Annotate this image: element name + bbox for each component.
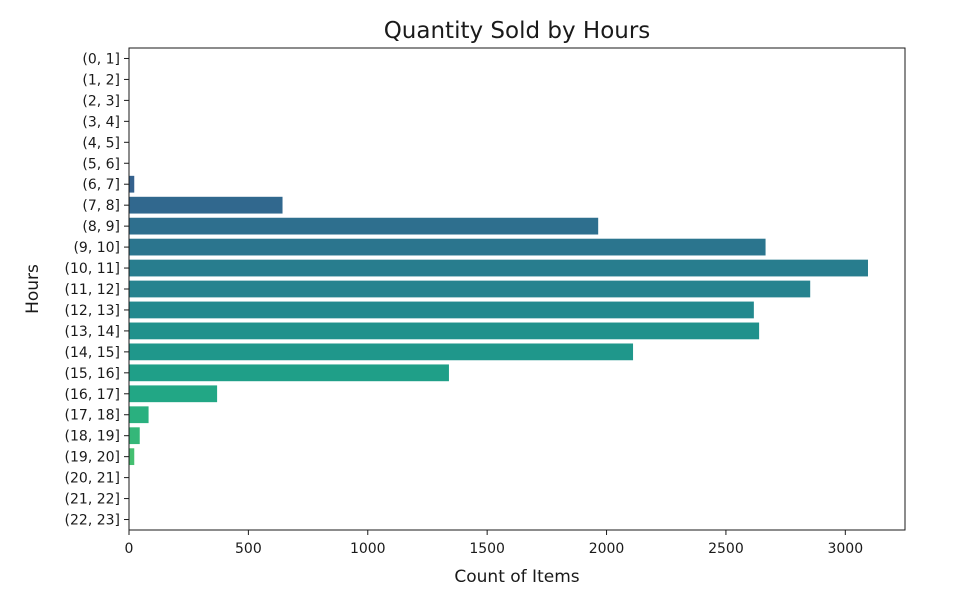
bar xyxy=(129,427,140,445)
bar xyxy=(129,322,760,340)
bar xyxy=(129,301,754,319)
y-tick-label: (2, 3] xyxy=(82,93,120,109)
y-tick-label: (11, 12] xyxy=(65,282,120,298)
y-tick-label: (4, 5] xyxy=(82,135,120,151)
y-tick-label: (0, 1] xyxy=(82,51,120,67)
bar xyxy=(129,280,811,298)
y-tick-label: (15, 16] xyxy=(65,366,120,382)
y-tick-label: (6, 7] xyxy=(82,177,120,193)
y-tick-label: (22, 23] xyxy=(65,513,120,529)
y-tick-label: (9, 10] xyxy=(73,240,120,256)
x-tick-label: 3000 xyxy=(827,541,863,557)
y-tick-label: (20, 21] xyxy=(65,471,120,487)
x-axis-label: Count of Items xyxy=(454,567,579,587)
y-ticks: (0, 1] (1, 2] (2, 3] (3, 4] (4, 5] (5, 6] (6, … xyxy=(65,51,129,529)
x-tick-label: 2500 xyxy=(708,541,744,557)
y-tick-label: (8, 9] xyxy=(82,219,120,235)
chart-title: Quantity Sold by Hours xyxy=(384,18,651,44)
y-tick-label: (19, 20] xyxy=(65,450,120,466)
plot-frame xyxy=(128,47,906,531)
y-tick-label: (1, 2] xyxy=(82,72,120,88)
y-tick-label: (17, 18] xyxy=(65,408,120,424)
x-tick-label: 2000 xyxy=(589,541,625,557)
bar xyxy=(129,259,868,277)
bar xyxy=(129,406,149,424)
bar xyxy=(129,343,634,361)
bar xyxy=(129,364,449,382)
y-tick-label: (7, 8] xyxy=(82,198,120,214)
x-tick-label: 1500 xyxy=(469,541,505,557)
bar xyxy=(129,217,599,235)
y-tick-label: (3, 4] xyxy=(82,114,120,130)
y-tick-label: (16, 17] xyxy=(65,387,120,403)
bars-group xyxy=(129,175,868,466)
y-axis-label: Hours xyxy=(23,264,43,314)
x-tick-label: 0 xyxy=(125,541,134,557)
x-tick-label: 500 xyxy=(235,541,262,557)
y-tick-label: (12, 13] xyxy=(65,303,120,319)
bar xyxy=(129,448,135,466)
x-ticks: 0 500 1000 1500 2000 2500 3000 xyxy=(125,530,863,557)
x-tick-label: 1000 xyxy=(350,541,386,557)
y-tick-label: (18, 19] xyxy=(65,429,120,445)
bar xyxy=(129,175,135,193)
y-tick-label: (21, 22] xyxy=(65,492,120,508)
y-tick-label: (14, 15] xyxy=(65,345,120,361)
y-tick-label: (5, 6] xyxy=(82,156,120,172)
y-tick-label: (10, 11] xyxy=(65,261,120,277)
bar xyxy=(129,238,766,256)
bar xyxy=(129,385,218,403)
y-tick-label: (13, 14] xyxy=(65,324,120,340)
bar xyxy=(129,196,283,214)
